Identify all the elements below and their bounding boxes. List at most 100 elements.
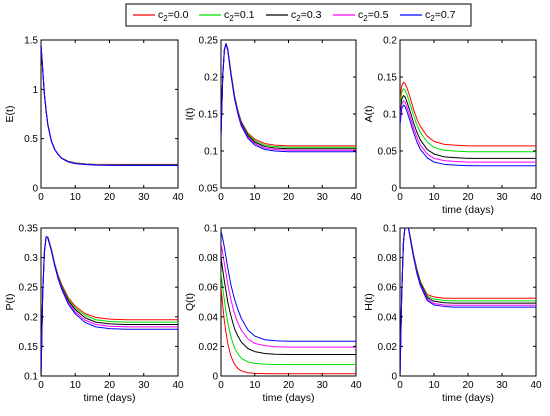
y-tick-label: 0: [212, 372, 218, 383]
series-line-Q-2: [221, 257, 356, 356]
x-tick-label: 0: [38, 192, 44, 203]
y-tick-label: 1.5: [24, 36, 38, 47]
y-tick-label: 0.08: [378, 253, 398, 264]
panel-I: 0 10 20 30 40 0.05 0.1 0.15 0.2 0.25 I(t): [184, 36, 362, 204]
series-line-A-3: [400, 100, 536, 163]
y-tick-label: 0.2: [204, 73, 218, 84]
y-tick-label: 0.2: [383, 36, 397, 47]
panel-A: 0 10 20 30 40 0 0.05 0.1 0.15 0.2 A(t) time (days): [363, 36, 542, 217]
y-axis-label: E(t): [4, 106, 16, 123]
panel-Q: 0 10 20 30 40 0 0.02 0.04 0.06 0.08 0.1 Q(t) time (d…: [184, 224, 362, 405]
y-tick-label: 0.15: [378, 73, 398, 84]
panel-P: 0 10 20 30 40 0.1 0.15 0.2 0.25 0.3 0.35 P(t) time (…: [4, 224, 184, 405]
panel-H: 0 10 20 30 40 0 0.02 0.04 0.06 0.08 0.1 H(t) time (d…: [363, 224, 542, 405]
legend-label: c2=0.0: [158, 9, 189, 23]
x-tick-label: 20: [104, 192, 116, 203]
series-line-Q-4: [221, 230, 356, 342]
y-tick-label: 0.1: [24, 372, 38, 383]
legend: c2=0.0 c2=0.1 c2=0.3 c2=0.5 c2=0.7: [125, 3, 472, 27]
y-axis-label: Q(t): [184, 293, 196, 311]
y-tick-label: 0: [391, 184, 397, 195]
y-tick-label: 0.25: [199, 36, 219, 47]
y-tick-label: 0: [32, 184, 38, 195]
series-line-Q-3: [221, 242, 356, 348]
x-tick-label: 30: [138, 380, 150, 391]
legend-label: c2=0.3: [291, 9, 322, 23]
axes-frame: [40, 227, 179, 377]
x-tick-label: 0: [397, 380, 403, 391]
y-tick-label: 0.3: [24, 253, 38, 264]
axes-frame: [399, 227, 537, 377]
y-tick-label: 0: [391, 372, 397, 383]
x-tick-label: 40: [172, 380, 184, 391]
x-tick-label: 10: [249, 192, 261, 203]
series-line-E-4: [41, 44, 178, 166]
y-tick-label: 0.1: [204, 224, 218, 235]
x-tick-label: 40: [530, 380, 542, 391]
axes-frame: [220, 227, 357, 377]
series-line-A-0: [400, 81, 536, 147]
y-tick-label: 0.06: [378, 283, 398, 294]
series-line-Q-0: [221, 287, 356, 375]
x-tick-label: 40: [172, 192, 184, 203]
x-tick-label: 0: [397, 192, 403, 203]
y-tick-label: 0.1: [383, 110, 397, 121]
series-line-P-4: [41, 236, 178, 376]
axes-frame: [399, 39, 537, 189]
y-tick-label: 0.15: [199, 110, 219, 121]
x-tick-label: 0: [38, 380, 44, 391]
x-tick-label: 40: [530, 192, 542, 203]
series-line-A-4: [400, 104, 536, 167]
y-axis-label: A(t): [363, 106, 375, 123]
y-tick-label: 0.1: [204, 147, 218, 158]
y-tick-label: 0.35: [19, 224, 39, 235]
y-tick-label: 0.5: [24, 134, 38, 145]
x-tick-label: 10: [428, 192, 440, 203]
x-tick-label: 20: [462, 192, 474, 203]
x-tick-label: 10: [428, 380, 440, 391]
x-tick-label: 20: [462, 380, 474, 391]
x-axis-label: time (days): [442, 392, 494, 404]
legend-label: c2=0.1: [224, 9, 255, 23]
x-tick-label: 30: [317, 380, 329, 391]
y-tick-label: 0.06: [199, 283, 219, 294]
x-tick-label: 0: [218, 380, 224, 391]
y-tick-label: 0.05: [378, 147, 398, 158]
y-tick-label: 0.02: [199, 342, 219, 353]
series-line-Q-1: [221, 272, 356, 366]
x-axis-label: time (days): [442, 204, 494, 216]
x-tick-label: 20: [104, 380, 116, 391]
x-tick-label: 10: [70, 380, 82, 391]
x-axis-label: time (days): [263, 392, 315, 404]
y-tick-label: 0.02: [378, 342, 398, 353]
y-tick-label: 0.25: [19, 283, 39, 294]
y-axis-label: P(t): [4, 294, 16, 311]
series-line-A-1: [400, 88, 536, 153]
y-tick-label: 0.15: [19, 342, 39, 353]
x-tick-label: 10: [70, 192, 82, 203]
series-line-H-4: [400, 228, 536, 376]
x-tick-label: 40: [350, 192, 362, 203]
axes-frame: [40, 39, 179, 189]
series-line-A-2: [400, 95, 536, 159]
legend-box: [125, 3, 472, 27]
legend-label: c2=0.7: [425, 9, 456, 23]
x-tick-label: 10: [249, 380, 261, 391]
y-tick-label: 1: [32, 85, 38, 96]
x-tick-label: 20: [283, 192, 295, 203]
panels: 0 10 20 30 40 0 0.5 1 1.5 E(t) 0 10 20 30 40 0.05 0.1 0.1…: [4, 36, 542, 405]
y-tick-label: 0.08: [199, 253, 219, 264]
x-tick-label: 40: [350, 380, 362, 391]
y-tick-label: 0.2: [24, 312, 38, 323]
y-tick-label: 0.04: [378, 312, 398, 323]
y-axis-label: H(t): [363, 293, 375, 311]
legend-label: c2=0.5: [358, 9, 389, 23]
x-tick-label: 30: [138, 192, 150, 203]
y-tick-label: 0.04: [199, 312, 219, 323]
series-line-I-4: [221, 43, 356, 153]
x-tick-label: 0: [218, 192, 224, 203]
x-tick-label: 20: [283, 380, 295, 391]
x-tick-label: 30: [496, 192, 508, 203]
y-axis-label: I(t): [184, 108, 196, 121]
x-tick-label: 30: [317, 192, 329, 203]
